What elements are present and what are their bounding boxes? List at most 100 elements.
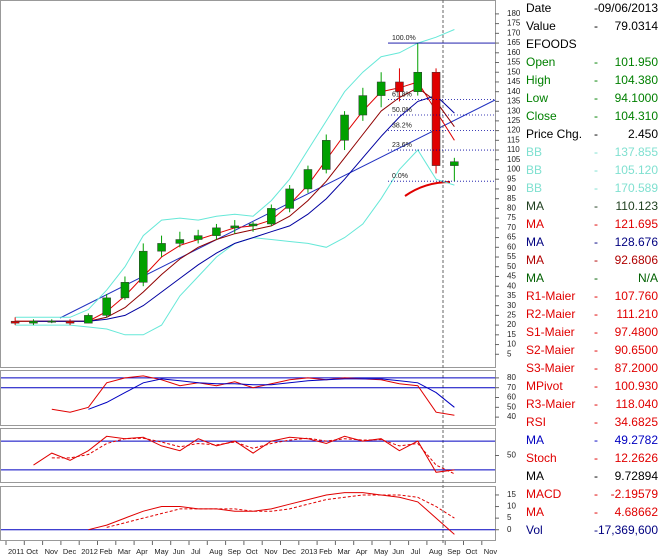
info-label: BB xyxy=(526,163,543,177)
separator: - xyxy=(594,523,598,537)
info-label: MA xyxy=(526,217,544,231)
y-tick-label: 115 xyxy=(507,135,520,144)
candle-body xyxy=(10,320,20,324)
fib-label: 23.6% xyxy=(392,142,412,149)
separator: - xyxy=(594,469,598,483)
info-value: 2.450 xyxy=(627,127,658,141)
y-tick-label: 15 xyxy=(507,330,516,339)
info-label: MA xyxy=(526,433,544,447)
stoch-frame xyxy=(0,428,496,483)
info-label: BB xyxy=(526,181,543,195)
info-value: 49.2782 xyxy=(614,433,658,447)
candle-body xyxy=(47,320,56,323)
separator: - xyxy=(594,109,598,123)
separator: - xyxy=(594,199,598,213)
separator: - xyxy=(594,307,598,321)
x-tick-label: Feb xyxy=(100,547,113,556)
info-value: N/A xyxy=(637,271,658,285)
separator: - xyxy=(594,379,598,393)
fib-label: 38.2% xyxy=(392,122,412,129)
info-value: 4.68662 xyxy=(614,505,658,519)
y-tick-label: 25 xyxy=(507,310,516,319)
info-label: Stoch xyxy=(526,451,557,465)
x-tick-label: Sep xyxy=(447,547,460,556)
info-value: -2.19579 xyxy=(610,487,658,501)
info-value: 9.72894 xyxy=(614,469,658,483)
candle-body xyxy=(230,225,239,229)
macd-frame xyxy=(0,486,496,541)
info-value: 100.930 xyxy=(614,379,658,393)
info-row: EFOODS xyxy=(522,35,658,53)
separator: - xyxy=(594,73,598,87)
candle-body xyxy=(267,208,276,225)
info-label: Vol xyxy=(526,523,543,537)
x-tick-label: Nov xyxy=(45,547,59,556)
candle-body xyxy=(65,320,75,324)
info-label: EFOODS xyxy=(526,37,577,51)
info-row: Stoch - 12.2626 xyxy=(522,449,658,467)
info-row: S3-Maier - 87.2000 xyxy=(522,359,658,377)
y-tick-label: 80 xyxy=(507,204,516,213)
separator: - xyxy=(594,145,598,159)
info-value: 94.1000 xyxy=(614,91,658,105)
info-value: 107.760 xyxy=(614,289,658,303)
x-tick-label: Dec xyxy=(283,547,297,556)
y-tick-label: 145 xyxy=(507,77,521,86)
info-row: Open - 101.950 xyxy=(522,53,658,71)
candle-body xyxy=(395,81,404,92)
x-tick-label: Oct xyxy=(466,547,479,556)
info-value: 12.2626 xyxy=(614,451,658,465)
info-value: 09/06/2013 xyxy=(597,1,658,15)
candle-body xyxy=(175,239,185,244)
y-tick-label: 130 xyxy=(507,106,521,115)
fib-label: 0.0% xyxy=(392,173,408,180)
info-row: MA - 92.6806 xyxy=(522,251,658,269)
info-label: S3-Maier xyxy=(526,361,575,375)
x-tick-label: Jun xyxy=(173,547,185,556)
info-value: 110.123 xyxy=(615,199,659,213)
separator: - xyxy=(594,343,598,357)
series-line xyxy=(51,375,455,416)
y-tick-label: 60 xyxy=(507,393,516,402)
y-tick-label: 100 xyxy=(507,165,521,174)
info-value: 137.855 xyxy=(614,145,658,159)
info-label: MA xyxy=(526,271,544,285)
y-tick-label: 160 xyxy=(507,48,521,57)
info-value: 111.210 xyxy=(616,307,658,321)
x-tick-label: Apr xyxy=(356,547,368,556)
x-tick-label: Mar xyxy=(337,547,350,556)
info-row: MPivot - 100.930 xyxy=(522,377,658,395)
y-tick-label: 125 xyxy=(507,116,521,125)
info-row: MA - 121.695 xyxy=(522,215,658,233)
x-tick-label: 2011 xyxy=(8,547,24,556)
y-tick-label: 10 xyxy=(507,340,516,349)
x-tick-label: Jul xyxy=(191,547,201,556)
info-label: MPivot xyxy=(526,379,563,393)
y-tick-label: 70 xyxy=(507,223,516,232)
series-line xyxy=(106,494,455,528)
candle-body xyxy=(29,320,38,324)
y-tick-label: 155 xyxy=(507,58,521,67)
info-row: S1-Maier - 97.4800 xyxy=(522,323,658,341)
fib-label: 61.8% xyxy=(392,91,412,98)
separator: - xyxy=(594,127,598,141)
info-row: MA - 49.2782 xyxy=(522,431,658,449)
info-label: R2-Maier xyxy=(526,307,576,321)
info-value: 104.310 xyxy=(614,109,658,123)
x-tick-label: Jul xyxy=(411,547,421,556)
separator: - xyxy=(594,451,598,465)
info-row: MA - 128.676 xyxy=(522,233,658,251)
y-tick-label: 120 xyxy=(507,126,521,135)
info-row: R2-Maier - 111.210 xyxy=(522,305,658,323)
candle-body xyxy=(431,71,441,166)
info-value: 34.6825 xyxy=(614,415,658,429)
separator: - xyxy=(594,505,598,519)
info-row: MACD - -2.19579 xyxy=(522,485,658,503)
info-value: 128.676 xyxy=(614,235,658,249)
candle-body xyxy=(303,169,313,190)
info-label: MACD xyxy=(526,487,562,501)
series-line xyxy=(51,437,455,475)
trend-line xyxy=(59,99,496,319)
info-value: 79.0314 xyxy=(614,19,658,33)
